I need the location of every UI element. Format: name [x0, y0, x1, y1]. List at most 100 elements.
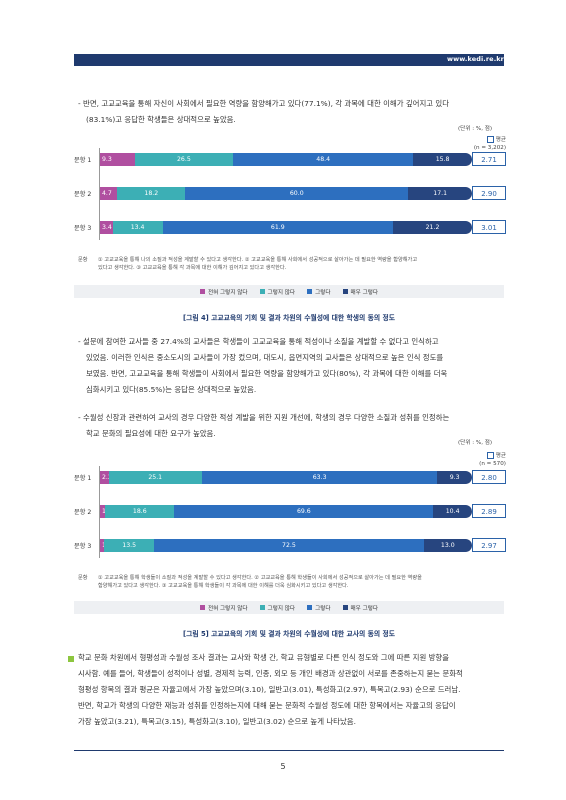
legend-item-strongly-agree: 매우 그렇다: [342, 604, 379, 612]
row-label: 문항 2: [74, 191, 92, 198]
average-score: 2.80: [472, 470, 506, 484]
paragraph-4-line-5: 가장 높았고(3.21), 특목고(3.15), 특성화고(3.10), 일반고…: [78, 717, 356, 726]
chart-row: 문항 1 2.3 25.1 63.3 9.3 2.80: [74, 470, 506, 486]
chart-2-note-line-1: ① 고교교육을 통해 학생들이 소질과 적성을 계발할 수 있다고 생각한다. …: [98, 575, 422, 581]
chart-1-unit: (단위 : %, 점): [458, 126, 493, 132]
chart-2-legend: 전혀 그렇지 않다 그렇지 않다 그렇다 매우 그렇다: [74, 601, 504, 614]
legend-swatch: [199, 605, 205, 610]
stacked-bar: 3.4 13.4 61.9 21.2: [100, 221, 472, 234]
legend-label: 그렇다: [315, 289, 331, 296]
row-label: 문항 1: [74, 157, 92, 164]
paragraph-4-line-3: 형평성 항목의 결과 평균은 자율고에서 가장 높았으며(3.10), 일반고(…: [78, 685, 461, 694]
legend-swatch: [259, 605, 265, 610]
segment-strongly-disagree: 3.4: [100, 221, 113, 234]
paragraph-2-line-2: 있었음. 이러한 인식은 중소도시의 교사들이 가장 컸으며, 대도시, 읍면지…: [86, 353, 444, 362]
paragraph-3-line-1: - 수월성 신장과 관련하여 교사의 경우 다양한 적성 계발을 위한 지원 개…: [78, 413, 450, 422]
segment-disagree: 13.4: [112, 221, 163, 234]
average-score: 3.01: [472, 220, 506, 234]
paragraph-2: - 설문에 참여한 교사들 중 27.4%의 교사들은 학생들이 고교교육을 통…: [78, 334, 508, 398]
chart-1-note-label: 문항: [78, 257, 88, 263]
segment-strongly-disagree: 2.3: [100, 471, 112, 484]
segment-strongly-disagree: 4.7: [100, 187, 118, 200]
legend-item-strongly-disagree: 전혀 그렇지 않다: [199, 288, 248, 296]
bullet-square-icon: [68, 656, 74, 662]
paragraph-4-line-4: 반면, 학교가 학생의 다양한 재능과 성취를 인정하는지에 대해 묻는 문화적…: [78, 701, 456, 710]
legend-label: 전혀 그렇지 않다: [207, 605, 248, 612]
segment-disagree: 18.2: [117, 187, 186, 200]
chart-2-note-label: 문항: [78, 575, 88, 581]
row-label: 문항 2: [74, 509, 92, 516]
legend-swatch: [342, 289, 348, 294]
segment-strongly-agree: 17.1: [408, 187, 472, 200]
stacked-bar: 2.3 25.1 63.3 9.3: [100, 471, 472, 484]
paragraph-4-line-2: 시사함. 예를 들어, 학생들이 성적이나 성별, 경제적 능력, 인종, 외모…: [78, 669, 463, 678]
paragraph-4-line-1: 학교 문화 차원에서 형평성과 수월성 조사 결과는 교사와 학생 간, 학교 …: [78, 653, 450, 662]
segment-strongly-disagree: 9.3: [100, 153, 135, 166]
figure-5-caption: [그림 5] 고교교육의 기회 및 결과 차원의 수월성에 대한 교사의 동의 …: [182, 630, 396, 638]
chart-2-average-label: 평균: [495, 453, 506, 459]
legend-swatch: [259, 289, 265, 294]
chart-row: 문항 2 4.7 18.2 60.0 17.1 2.90: [74, 186, 506, 202]
stacked-bar: 1.418.669.610.4: [100, 505, 472, 518]
legend-item-agree: 그렇다: [307, 288, 331, 296]
figure-4-caption: [그림 4] 고교교육의 기회 및 결과 차원의 수월성에 대한 학생의 동의 …: [182, 314, 396, 322]
chart-1-average-legend: 평균 (n = 3,202): [440, 136, 506, 152]
paragraph-1: - 반면, 고교교육을 통해 자신이 사회에서 필요한 역량을 함양해가고 있다…: [78, 96, 508, 128]
legend-item-strongly-disagree: 전혀 그렇지 않다: [199, 604, 248, 612]
segment-disagree: 13.5: [104, 539, 155, 552]
segment-strongly-agree: 13.0: [423, 539, 472, 552]
row-label: 문항 1: [74, 475, 92, 482]
segment-disagree: 18.6: [105, 505, 175, 518]
segment-agree: 48.4: [233, 153, 414, 166]
chart-row: 문항 1 9.3 26.5 48.4 15.8 2.71: [74, 152, 506, 168]
stacked-bar: 9.3 26.5 48.4 15.8: [100, 153, 472, 166]
legend-label: 매우 그렇다: [350, 605, 379, 612]
legend-swatch: [199, 289, 205, 294]
chart-1-note-line-1: ① 고교교육을 통해 나의 소질과 적성을 계발할 수 있다고 생각한다. ② …: [98, 257, 418, 263]
paragraph-2-line-3: 보였음. 반면, 고교교육을 통해 학생들이 사회에서 필요한 역량을 함양해가…: [86, 369, 448, 378]
segment-agree: 60.0: [185, 187, 409, 200]
chart-2: 문항 1 2.325.163.39.32.80 문항 2 1.418.669.610.…: [74, 466, 506, 566]
paragraph-3: - 수월성 신장과 관련하여 교사의 경우 다양한 적성 계발을 위한 지원 개…: [78, 410, 508, 442]
chart-1-n-label: (n = 3,202): [473, 144, 506, 151]
chart-row: 문항 2 1.418.669.610.42.89: [74, 504, 506, 520]
row-label: 문항 3: [74, 225, 92, 232]
average-box-icon: [486, 136, 494, 143]
segment-disagree: 25.1: [108, 471, 202, 484]
average-score: 2.97: [472, 538, 506, 552]
legend-swatch: [307, 605, 313, 610]
segment-disagree: 26.5: [134, 153, 234, 166]
chart-axis-line: [99, 466, 100, 558]
segment-agree: 72.5: [154, 539, 424, 552]
legend-label: 매우 그렇다: [350, 289, 379, 296]
legend-label: 그렇지 않다: [267, 605, 296, 612]
segment-agree: 69.6: [174, 505, 434, 518]
legend-item-disagree: 그렇지 않다: [259, 604, 296, 612]
footer-divider: [74, 750, 504, 751]
segment-strongly-agree: 10.4: [433, 505, 472, 518]
segment-strongly-agree: 21.2: [393, 221, 472, 234]
average-score: 2.89: [472, 504, 506, 518]
average-score: 2.71: [472, 152, 506, 166]
paragraph-1-line-1: - 반면, 고교교육을 통해 자신이 사회에서 필요한 역량을 함양해가고 있다…: [78, 99, 450, 108]
legend-item-strongly-agree: 매우 그렇다: [342, 288, 379, 296]
segment-strongly-agree: 15.8: [413, 153, 472, 166]
chart-row: 문항 3 3.4 13.4 61.9 21.2 3.01: [74, 220, 506, 236]
paragraph-1-line-2: (83.1%)고 응답한 학생들은 상대적으로 높았음.: [86, 115, 236, 124]
segment-strongly-agree: 9.3: [437, 471, 472, 484]
header-bar: [74, 54, 504, 66]
paragraph-2-line-1: - 설문에 참여한 교사들 중 27.4%의 교사들은 학생들이 고교교육을 통…: [78, 337, 439, 346]
header-url: www.kedi.re.kr: [447, 55, 504, 63]
legend-label: 전혀 그렇지 않다: [207, 289, 248, 296]
segment-agree: 61.9: [162, 221, 394, 234]
average-box-icon: [486, 452, 494, 459]
paragraph-4: 학교 문화 차원에서 형평성과 수월성 조사 결과는 교사와 학생 간, 학교 …: [78, 650, 508, 730]
paragraph-2-line-4: 심화시키고 있다(85.5%)는 응답은 상대적으로 높았음.: [86, 385, 257, 394]
legend-label: 그렇지 않다: [267, 289, 296, 296]
row-label: 문항 3: [74, 543, 92, 550]
chart-1: 문항 1 9.3 26.5 48.4 15.8 2.71 문항 2 4.7 18.2 60.0 17…: [74, 148, 506, 248]
legend-label: 그렇다: [315, 605, 331, 612]
chart-2-unit: (단위 : %, 점): [458, 440, 493, 446]
segment-agree: 63.3: [201, 471, 438, 484]
chart-2-average-legend: 평균 (n = 570): [440, 452, 506, 468]
